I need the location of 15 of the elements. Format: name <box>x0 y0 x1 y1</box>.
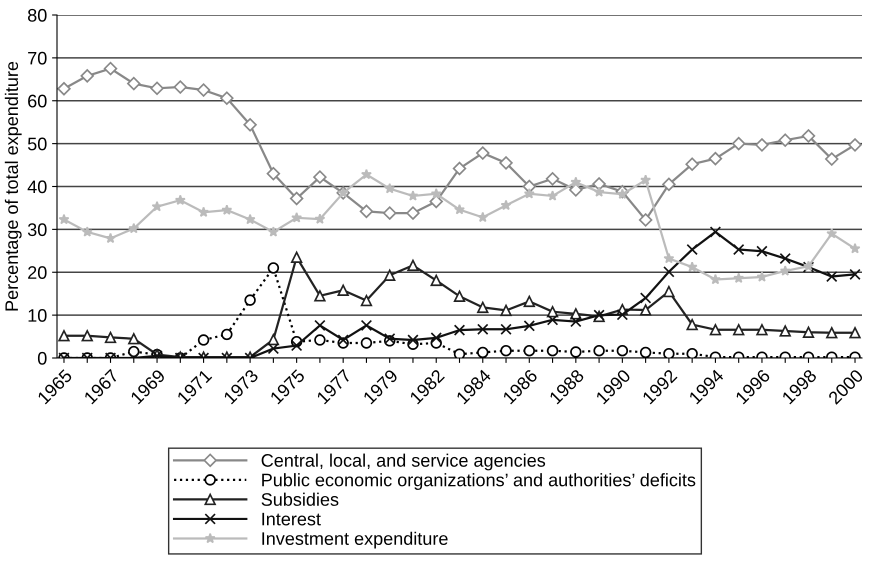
y-axis-title: Percentage of total expenditure <box>4 62 22 310</box>
legend-label: Public economic organizations’ and authorities’ deficits <box>262 473 696 490</box>
y-tick-label: 20 <box>28 266 47 279</box>
y-tick-label: 40 <box>28 180 47 194</box>
y-tick-label: 60 <box>28 94 47 108</box>
legend-label: Central, local, and service agencies <box>262 454 546 470</box>
y-tick-label: 30 <box>28 223 47 236</box>
legend-label: Investment expenditure <box>262 532 448 549</box>
y-tick-label: 0 <box>38 352 47 365</box>
y-tick-label: 70 <box>28 52 47 65</box>
y-tick-label: 10 <box>28 309 47 322</box>
legend-label: Subsidies <box>262 492 338 506</box>
y-tick-label: 50 <box>28 138 47 150</box>
legend-label: Interest <box>262 512 321 526</box>
y-tick-label: 80 <box>28 8 47 22</box>
